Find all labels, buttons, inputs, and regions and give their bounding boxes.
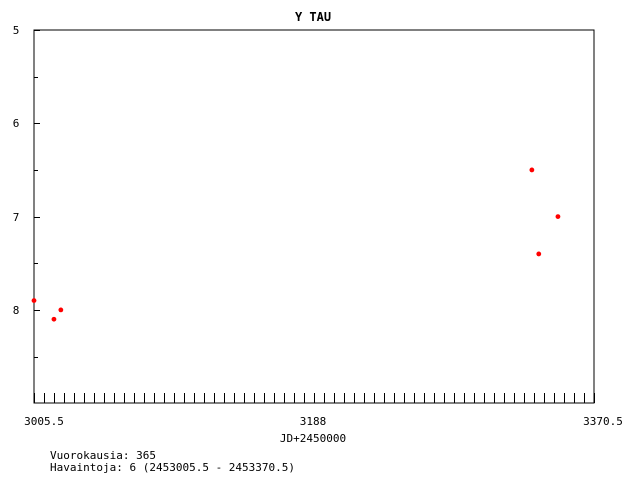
chart-title: Y TAU [295, 10, 331, 24]
y-tick-label: 5 [13, 24, 20, 37]
x-axis-label: JD+2450000 [280, 432, 346, 445]
footer-days: Vuorokausia: 365 [50, 449, 156, 462]
data-point [555, 214, 561, 220]
data-point [31, 298, 37, 303]
data-point [536, 251, 542, 257]
data-point [51, 316, 57, 322]
x-tick-label: 3005.5 [24, 415, 64, 428]
data-point [529, 167, 535, 173]
footer-observations: Havaintoja: 6 (2453005.5 - 2453370.5) [50, 461, 296, 474]
x-tick-labels: 3005.5 3188 3370.5 [24, 415, 623, 428]
axis-ticks [34, 30, 595, 403]
data-point [58, 307, 64, 313]
plot-frame [33, 29, 595, 404]
x-tick-label: 3370.5 [583, 415, 623, 428]
y-tick-label: 8 [13, 304, 20, 317]
y-tick-labels: 5 6 7 8 [13, 24, 20, 317]
x-tick-label: 3188 [300, 415, 327, 428]
y-tick-label: 6 [13, 117, 20, 130]
y-tick-label: 7 [13, 211, 20, 224]
data-points [31, 167, 561, 322]
